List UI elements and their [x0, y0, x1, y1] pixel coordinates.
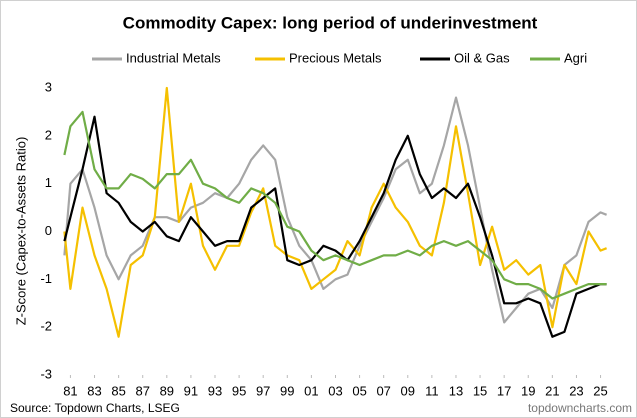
x-tick-label: 05	[352, 383, 366, 398]
x-tick-label: 19	[521, 383, 535, 398]
y-axis-label: Z-Score (Capex-to-Assets Ratio)	[13, 137, 28, 326]
x-tick-label: 13	[449, 383, 463, 398]
legend-label: Industrial Metals	[126, 50, 221, 65]
y-tick-label: -3	[40, 366, 52, 381]
x-tick-label: 89	[160, 383, 174, 398]
y-tick-label: 0	[45, 223, 52, 238]
legend-label: Precious Metals	[289, 50, 382, 65]
legend-label: Oil & Gas	[454, 50, 510, 65]
x-tick-label: 81	[63, 383, 77, 398]
x-tick-label: 09	[401, 383, 415, 398]
x-tick-label: 87	[135, 383, 149, 398]
y-tick-label: -1	[40, 271, 52, 286]
y-tick-label: 3	[45, 79, 52, 94]
x-tick-label: 21	[545, 383, 559, 398]
x-tick-label: 03	[328, 383, 342, 398]
x-tick-label: 11	[425, 383, 439, 398]
source: Source: Topdown Charts, LSEG	[10, 401, 180, 415]
x-tick-label: 15	[473, 383, 487, 398]
x-tick-label: 25	[593, 383, 607, 398]
x-tick-label: 83	[87, 383, 101, 398]
x-tick-label: 97	[256, 383, 270, 398]
y-tick-label: 2	[45, 127, 52, 142]
x-tick-label: 01	[304, 383, 318, 398]
x-tick-label: 93	[208, 383, 222, 398]
x-tick-label: 99	[280, 383, 294, 398]
y-tick-label: 1	[45, 175, 52, 190]
x-tick-label: 23	[569, 383, 583, 398]
watermark: topdowncharts.com	[528, 401, 632, 415]
x-tick-label: 91	[184, 383, 198, 398]
x-tick-label: 07	[376, 383, 390, 398]
x-tick-label: 17	[497, 383, 511, 398]
legend-label: Agri	[564, 50, 587, 65]
series-line	[63, 110, 607, 300]
y-tick-label: -2	[40, 319, 52, 334]
chart-title: Commodity Capex: long period of underinv…	[123, 13, 538, 32]
x-tick-label: 85	[111, 383, 125, 398]
x-tick-label: 95	[232, 383, 246, 398]
series-line	[63, 115, 607, 338]
series-line	[63, 86, 608, 338]
